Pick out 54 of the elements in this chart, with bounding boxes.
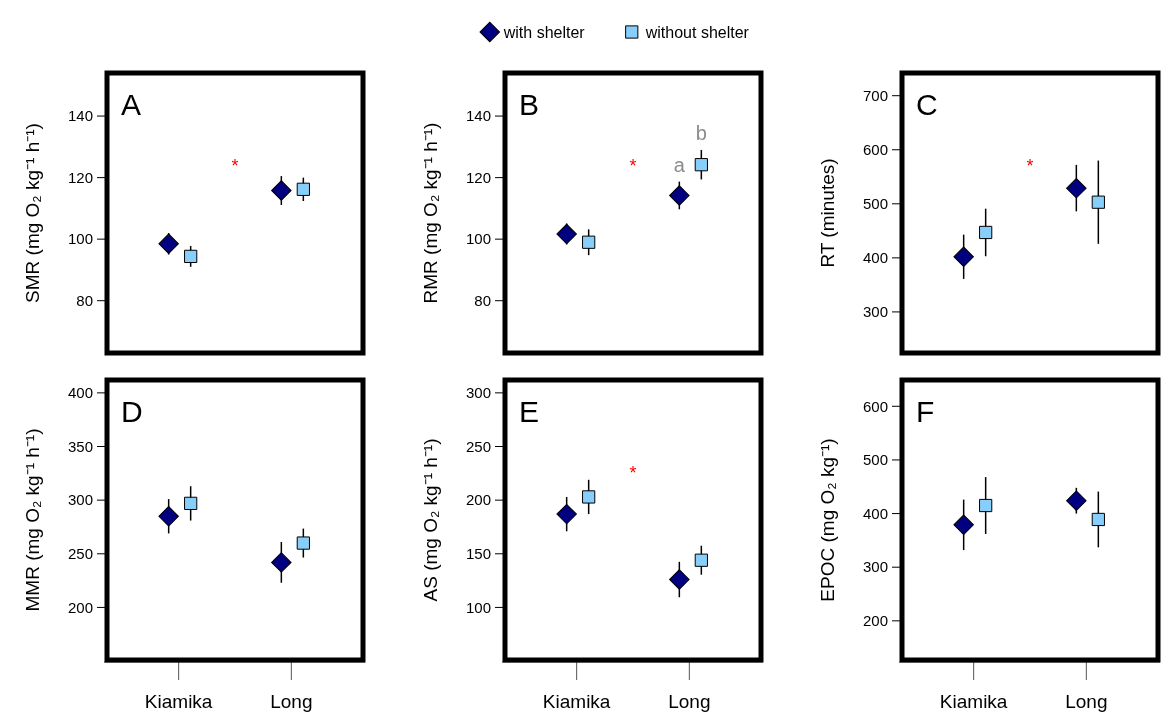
text: F	[916, 395, 935, 428]
y-tick-label: 100	[465, 598, 491, 616]
x-tick-label: Long	[668, 691, 711, 712]
y-tick-label: 200	[67, 598, 93, 616]
x-tick-label: Kiamika	[542, 691, 611, 712]
y-tick-label: 100	[465, 230, 491, 248]
text: B	[519, 88, 540, 121]
annotation: *	[629, 155, 637, 176]
annotation: *	[629, 462, 637, 483]
y-tick-label: 300	[862, 558, 888, 576]
y-tick-label: 250	[67, 545, 93, 563]
text: D	[121, 395, 143, 428]
y-tick-label: 300	[862, 303, 888, 321]
y-tick-label: 400	[67, 384, 93, 402]
y-tick-label: 300	[465, 384, 491, 402]
x-tick-label: Kiamika	[144, 691, 213, 712]
text: E	[519, 395, 540, 428]
y-tick-label: 400	[862, 249, 888, 267]
y-tick-label: 500	[862, 451, 888, 469]
annotation: *	[1026, 155, 1034, 176]
y-axis-title: RT (minutes)	[817, 158, 838, 268]
y-axis-title: MMR (mg O₂ kg⁻¹ h⁻¹)	[22, 428, 43, 612]
y-tick-label: 150	[465, 545, 491, 563]
annotation: *	[231, 155, 239, 176]
y-tick-label: 350	[67, 437, 93, 455]
x-tick-label: Long	[1065, 691, 1108, 712]
legend-label: with shelter	[502, 23, 586, 41]
y-tick-label: 80	[474, 291, 491, 309]
annotation: b	[695, 121, 707, 144]
y-tick-label: 250	[465, 437, 491, 455]
y-tick-label: 80	[76, 291, 93, 309]
text: A	[121, 88, 142, 121]
y-axis-title: SMR (mg O₂ kg⁻¹ h⁻¹)	[22, 123, 43, 303]
y-tick-label: 140	[465, 107, 491, 125]
legend-label: without shelter	[644, 23, 750, 41]
text: C	[916, 88, 938, 121]
annotation: a	[673, 153, 686, 176]
x-tick-label: Long	[270, 691, 313, 712]
y-tick-label: 700	[862, 86, 888, 104]
y-tick-label: 600	[862, 397, 888, 415]
y-axis-title: AS (mg O₂ kg⁻¹ h⁻¹)	[420, 438, 441, 602]
y-tick-label: 120	[67, 168, 93, 186]
y-axis-title: RMR (mg O₂ kg⁻¹ h⁻¹)	[420, 122, 441, 304]
y-tick-label: 600	[862, 141, 888, 159]
y-tick-label: 300	[67, 491, 93, 509]
y-tick-label: 200	[465, 491, 491, 509]
y-tick-label: 100	[67, 230, 93, 248]
x-tick-label: Kiamika	[939, 691, 1008, 712]
y-axis-title: EPOC (mg O₂ kg⁻¹)	[817, 438, 838, 602]
y-tick-label: 500	[862, 195, 888, 213]
y-tick-label: 140	[67, 107, 93, 125]
y-tick-label: 120	[465, 168, 491, 186]
y-tick-label: 200	[862, 612, 888, 630]
y-tick-label: 400	[862, 504, 888, 522]
